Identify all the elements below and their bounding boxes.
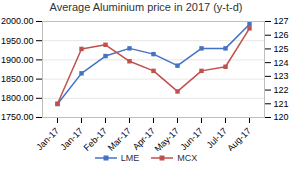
svg-text:Aug-17: Aug-17 xyxy=(225,126,253,151)
svg-text:120: 120 xyxy=(274,112,289,122)
svg-text:1750.00: 1750.00 xyxy=(1,112,34,122)
svg-text:127: 127 xyxy=(274,16,289,26)
svg-text:122: 122 xyxy=(274,85,289,95)
svg-text:1950.00: 1950.00 xyxy=(1,36,34,46)
svg-text:1900.00: 1900.00 xyxy=(1,55,34,65)
svg-text:Jun-17: Jun-17 xyxy=(178,126,205,151)
svg-text:Feb-17: Feb-17 xyxy=(82,126,109,151)
svg-text:121: 121 xyxy=(274,99,289,109)
svg-text:1800.00: 1800.00 xyxy=(1,93,34,103)
svg-text:Jan-17: Jan-17 xyxy=(58,126,85,151)
svg-text:May-17: May-17 xyxy=(153,126,181,151)
html-text:MCX: MCX xyxy=(177,153,198,163)
svg-text:Mar-17: Mar-17 xyxy=(106,126,133,151)
svg-text:Jul-17: Jul-17 xyxy=(204,125,229,151)
svg-text:2000.00: 2000.00 xyxy=(1,16,34,26)
svg-text:124: 124 xyxy=(274,58,289,68)
svg-text:1850.00: 1850.00 xyxy=(1,74,34,84)
svg-text:126: 126 xyxy=(274,30,289,40)
html-text:LME: LME xyxy=(120,153,140,163)
svg-text:125: 125 xyxy=(274,44,289,54)
html-text:Average Aluminium price in 201: Average Aluminium price in 2017 (y-t-d) xyxy=(49,1,243,13)
svg-text:Jan-17: Jan-17 xyxy=(34,126,61,151)
svg-text:123: 123 xyxy=(274,71,289,81)
